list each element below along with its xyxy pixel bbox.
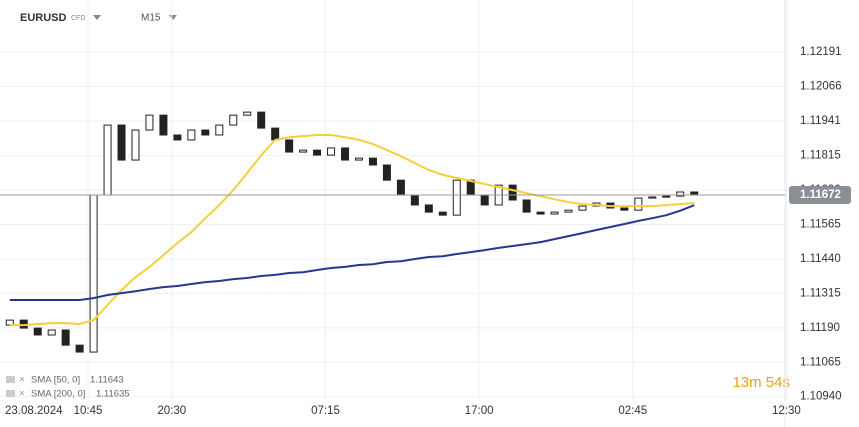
candle — [452, 179, 461, 216]
candle — [396, 179, 405, 196]
legend-icon — [6, 376, 15, 383]
legend-name: SMA [200, 0] — [31, 389, 85, 400]
legend-value: 1.11643 — [90, 375, 124, 386]
candle — [215, 124, 224, 136]
candle — [159, 114, 168, 136]
y-tick-label: 1.10940 — [800, 391, 842, 403]
symbol: EURUSD — [20, 12, 67, 24]
candle — [61, 329, 70, 346]
y-tick-label: 1.11815 — [800, 150, 841, 162]
y-tick-label: 1.11190 — [800, 322, 840, 334]
legend-name: SMA [50, 0] — [31, 375, 80, 386]
candle — [327, 147, 336, 156]
candle — [201, 129, 210, 136]
x-tick-label: 12:30 — [772, 405, 801, 417]
legend-icon — [6, 390, 15, 397]
candle — [550, 211, 559, 215]
candle — [131, 129, 140, 161]
candle — [299, 149, 308, 153]
candle — [522, 199, 531, 213]
candle — [5, 319, 14, 326]
candle — [382, 164, 391, 181]
interval-dropdown[interactable] — [169, 15, 177, 20]
x-tick-label: 17:00 — [465, 405, 494, 417]
candle — [47, 329, 56, 336]
y-tick-label: 1.11315 — [800, 287, 841, 299]
y-tick-label: 1.12066 — [800, 81, 842, 93]
last-price-label: 1.11672 — [800, 189, 841, 201]
candle — [89, 194, 98, 353]
candle — [354, 157, 363, 161]
candle — [187, 129, 196, 141]
candle — [368, 157, 377, 166]
legend-close: × — [19, 375, 25, 386]
candle — [662, 195, 671, 198]
candle — [676, 191, 685, 197]
legend-value: 1.11635 — [96, 389, 130, 400]
candle — [578, 205, 587, 211]
candle — [648, 196, 657, 199]
y-tick-label: 1.11065 — [800, 356, 841, 368]
candle — [438, 211, 447, 216]
candle — [313, 149, 322, 156]
candle — [634, 197, 643, 211]
x-tick-label: 20:30 — [157, 405, 186, 417]
candle — [424, 204, 433, 213]
sma-line — [9, 204, 695, 301]
instrument: CFD — [71, 15, 85, 22]
last-price-badge — [789, 186, 851, 205]
y-tick-label: 1.11941 — [800, 115, 841, 127]
candle — [229, 114, 238, 126]
candle — [145, 114, 154, 131]
candle — [620, 207, 629, 211]
candle — [410, 194, 419, 206]
x-tick-label: 10:45 — [74, 405, 103, 417]
candle — [536, 211, 545, 215]
candle — [508, 184, 517, 201]
candle — [271, 127, 280, 141]
x-tick-label: 07:15 — [311, 405, 340, 417]
candle — [257, 111, 266, 129]
candle — [564, 209, 573, 213]
candle — [173, 134, 182, 141]
candle — [33, 327, 42, 336]
date-label: 23.08.2024 — [5, 405, 63, 417]
y-tick-label: 1.11565 — [800, 219, 841, 231]
symbol-dropdown[interactable] — [93, 15, 101, 20]
candle — [75, 344, 84, 353]
candle — [103, 124, 112, 196]
interval[interactable]: M15 — [141, 13, 161, 24]
countdown: 13m 54s — [732, 374, 790, 391]
x-tick-label: 02:45 — [618, 405, 647, 417]
y-tick-label: 1.11440 — [800, 253, 841, 265]
candle — [117, 124, 126, 161]
candle — [480, 194, 489, 206]
sma-line — [9, 134, 695, 327]
candle — [285, 139, 294, 153]
legend-close: × — [19, 389, 25, 400]
candle — [341, 147, 350, 161]
y-tick-label: 1.12191 — [800, 46, 842, 58]
candle — [243, 111, 252, 116]
